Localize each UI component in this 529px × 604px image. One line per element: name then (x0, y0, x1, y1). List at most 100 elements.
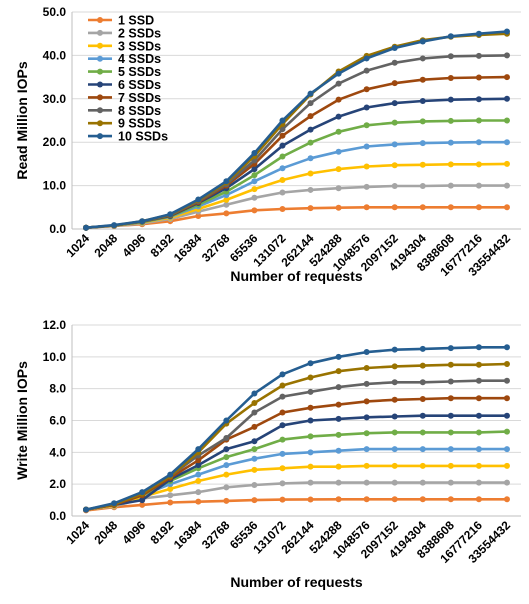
legend-swatch-marker (97, 42, 103, 49)
chart1-data-point (447, 446, 454, 453)
chart0-data-point (279, 132, 286, 139)
chart1-data-point (335, 384, 342, 391)
legend-label: 9 SSDs (118, 117, 161, 131)
chart1-data-point (335, 463, 342, 470)
chart0-data-point (447, 204, 454, 211)
chart0-data-point (419, 140, 426, 147)
chart1-series-line (85, 414, 507, 511)
chart0-data-point (223, 178, 230, 185)
chart0-data-point (307, 90, 314, 97)
chart0-data-point (475, 30, 482, 37)
chart0-data-point (503, 117, 510, 124)
chart0-data-point (503, 28, 510, 35)
chart0-data-point (335, 70, 342, 77)
chart0-data-point (251, 150, 258, 157)
chart1-data-point (503, 446, 510, 453)
chart1-data-point (83, 506, 90, 513)
legend-label: 4 SSDs (118, 52, 161, 66)
chart1-data-point (363, 349, 370, 356)
legend-label: 1 SSD (118, 14, 154, 28)
chart0-data-point (307, 113, 314, 120)
chart1-data-point (223, 446, 230, 453)
chart0-data-point (363, 204, 370, 211)
chart1-data-point (391, 396, 398, 403)
chart0-data-point (195, 212, 202, 219)
chart0-data-point (279, 117, 286, 124)
chart0-data-point (447, 161, 454, 168)
chart0-data-point (251, 172, 258, 179)
legend-label: 3 SSDs (118, 39, 161, 53)
chart0-data-point (419, 183, 426, 190)
chart1-data-point (139, 489, 146, 496)
chart1-data-point (251, 466, 258, 473)
chart0-data-point (335, 80, 342, 87)
chart1-data-point (447, 429, 454, 436)
chart1-data-point (307, 417, 314, 424)
chart0-data-point (335, 128, 342, 135)
legend-swatch-marker (97, 29, 103, 36)
chart1-data-point (419, 396, 426, 403)
chart1-data-point (391, 462, 398, 469)
chart0-data-point (363, 104, 370, 111)
legend-swatch-marker (97, 120, 103, 127)
legend-swatch-marker (97, 81, 103, 88)
chart1-data-point (251, 497, 258, 504)
chart1-data-point (419, 429, 426, 436)
chart1-x-tick-label: 16384 (171, 518, 205, 552)
chart0-data-point (475, 182, 482, 189)
chart0-data-point (363, 122, 370, 129)
chart1-data-point (335, 447, 342, 454)
chart0-data-point (475, 52, 482, 59)
chart1-series-10 (83, 344, 510, 513)
chart1-y-axis-title: Write Million IOPs (14, 361, 30, 480)
chart1-data-point (391, 363, 398, 370)
chart1-data-point (391, 379, 398, 386)
chart1-data-point (335, 401, 342, 408)
chart0-data-point (447, 182, 454, 189)
chart1-data-point (503, 462, 510, 469)
chart0-series-line (85, 30, 508, 229)
chart1-data-point (363, 446, 370, 453)
chart0-data-point (251, 207, 258, 214)
chart0-y-tick-label: 30.0 (43, 92, 67, 106)
chart1-series-line (85, 498, 507, 512)
chart1-data-point (307, 404, 314, 411)
chart1-data-point (391, 413, 398, 420)
chart0-data-point (139, 218, 146, 225)
chart1-data-point (279, 382, 286, 389)
chart1-data-point (223, 484, 230, 491)
chart1-data-point (139, 497, 146, 504)
chart1-data-point (167, 485, 174, 492)
chart1-data-point (251, 399, 258, 406)
chart1-data-point (223, 497, 230, 504)
chart0-data-point (363, 143, 370, 150)
chart1-data-point (391, 346, 398, 353)
chart1-data-point (419, 446, 426, 453)
chart1-data-point (195, 477, 202, 484)
chart1-data-point (251, 446, 258, 453)
chart1-data-point (419, 345, 426, 352)
chart1-data-point (447, 378, 454, 385)
chart0-data-point (475, 139, 482, 146)
chart1-data-point (447, 345, 454, 352)
chart1-data-point (335, 368, 342, 375)
chart0-data-point (363, 67, 370, 74)
chart0-data-point (447, 53, 454, 60)
chart1-data-point (363, 380, 370, 387)
chart1-data-point (279, 393, 286, 400)
chart0-data-point (391, 204, 398, 211)
chart1-y-tick-label: 10.0 (43, 350, 67, 364)
chart0-data-point (279, 142, 286, 149)
chart1-series-line (85, 481, 507, 511)
chart0-data-point (335, 113, 342, 120)
chart0-data-point (391, 162, 398, 169)
chart1-data-point (419, 479, 426, 486)
chart1-data-point (279, 436, 286, 443)
chart0-data-point (391, 183, 398, 190)
chart1-data-point (167, 471, 174, 478)
chart1-data-point (447, 496, 454, 503)
chart0-y-tick-label: 10.0 (43, 179, 67, 193)
chart1-series-line (85, 396, 507, 511)
